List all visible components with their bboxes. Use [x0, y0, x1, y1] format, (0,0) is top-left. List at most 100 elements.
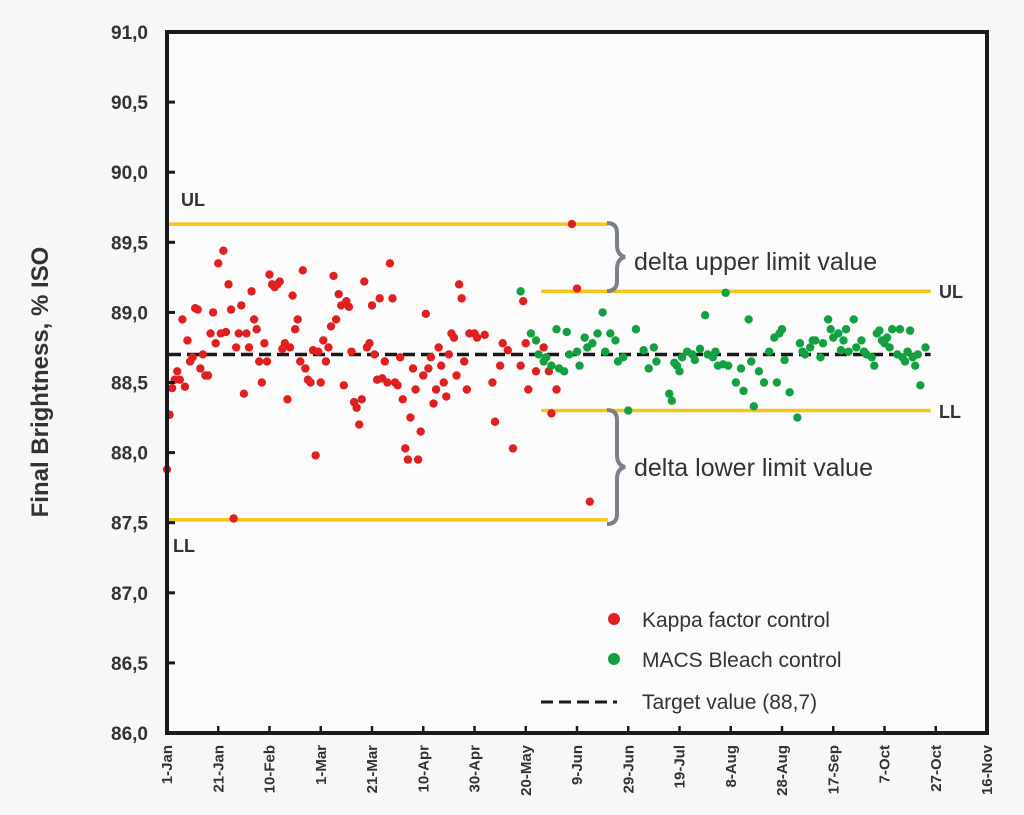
macs-point — [677, 353, 687, 362]
kappa-point — [403, 455, 413, 464]
kappa-point — [452, 371, 461, 380]
kappa-point — [357, 395, 366, 404]
macs-point — [700, 311, 710, 320]
macs-point — [723, 361, 733, 370]
kappa-point — [167, 383, 177, 393]
kappa-point — [354, 420, 364, 429]
macs-point — [531, 336, 541, 345]
macs-point — [665, 389, 674, 398]
macs-point — [565, 350, 574, 359]
macs-point — [736, 364, 746, 373]
kappa-point — [416, 427, 425, 436]
macs-point — [816, 353, 825, 362]
macs-point — [695, 344, 705, 354]
kappa-point — [252, 325, 261, 334]
y-tick-label: 88,5 — [111, 374, 148, 395]
macs-point — [818, 339, 828, 348]
macs-point — [593, 329, 602, 338]
kappa-point — [457, 294, 466, 303]
limit-lines — [169, 222, 931, 522]
macs-point — [667, 396, 677, 405]
kappa-point — [347, 347, 356, 356]
kappa-point — [301, 364, 310, 373]
kappa-point — [419, 371, 428, 380]
x-tick-label: 8-Aug — [723, 745, 740, 788]
macs-point — [639, 346, 648, 355]
kappa-point — [214, 259, 223, 268]
macs-point — [844, 347, 853, 356]
macs-point — [759, 378, 769, 387]
right-ll-label: LL — [939, 402, 961, 422]
kappa-point — [239, 389, 249, 398]
x-tick-label: 21-Jan — [210, 745, 227, 793]
macs-point — [885, 343, 894, 352]
plot-area — [167, 32, 987, 733]
kappa-point — [339, 381, 349, 390]
kappa-point — [480, 330, 489, 340]
kappa-point — [472, 333, 482, 342]
macs-point — [711, 347, 720, 356]
macs-point — [800, 350, 810, 359]
kappa-point — [324, 343, 333, 352]
kappa-point — [237, 301, 246, 310]
macs-point — [921, 343, 930, 352]
kappa-point — [406, 413, 415, 422]
kappa-point — [234, 329, 243, 338]
kappa-point — [431, 385, 441, 394]
kappa-point — [539, 343, 548, 352]
kappa-point — [454, 280, 464, 289]
kappa-point — [516, 361, 525, 370]
x-tick-label: 27-Oct — [928, 745, 945, 792]
data-points — [162, 219, 930, 523]
kappa-point — [413, 455, 423, 464]
legend-label-kappa: Kappa factor control — [642, 609, 830, 632]
kappa-point — [257, 378, 267, 387]
kappa-point — [313, 347, 323, 356]
macs-point — [588, 339, 597, 348]
macs-point — [754, 367, 764, 376]
macs-point — [534, 350, 543, 359]
macs-point — [606, 329, 615, 338]
macs-point — [675, 367, 684, 376]
kappa-point — [206, 329, 215, 338]
macs-point — [552, 325, 561, 334]
kappa-point — [288, 291, 297, 300]
kappa-point — [380, 357, 390, 366]
kappa-point — [360, 277, 369, 286]
macs-point — [618, 353, 628, 362]
kappa-point — [567, 219, 577, 229]
kappa-point — [203, 371, 213, 380]
kappa-point — [290, 325, 300, 334]
kappa-point — [503, 346, 513, 355]
y-axis-title: Final Brightness, % ISO — [27, 247, 54, 518]
kappa-point — [388, 294, 397, 303]
kappa-point — [224, 280, 233, 289]
kappa-point — [319, 336, 328, 345]
macs-point — [795, 339, 805, 348]
upper-delta-brace — [606, 221, 626, 293]
macs-point — [916, 381, 925, 390]
x-tick-label: 1-Mar — [313, 745, 330, 785]
kappa-point — [521, 339, 530, 348]
kappa-point — [221, 327, 231, 337]
kappa-point — [183, 336, 192, 345]
kappa-point — [242, 329, 251, 338]
macs-point — [841, 325, 851, 334]
x-tick-label: 10-Apr — [415, 745, 432, 793]
macs-point — [772, 378, 782, 387]
kappa-point — [385, 259, 395, 268]
x-axis-ticks: 1-Jan 21-Jan 10-Feb 1-Mar 21-Mar 10-Apr 30-Apr… — [159, 726, 996, 796]
y-tick-label: 89,0 — [111, 303, 148, 324]
kappa-point — [424, 364, 433, 373]
kappa-point — [524, 385, 533, 394]
macs-point — [649, 343, 659, 352]
kappa-point — [585, 497, 595, 506]
macs-point — [547, 361, 556, 370]
macs-point — [852, 343, 861, 352]
kappa-point — [260, 339, 269, 348]
x-tick-label: 29-Jun — [620, 745, 637, 793]
x-tick-label: 10-Feb — [262, 745, 279, 793]
y-tick-label: 90,0 — [111, 163, 148, 184]
x-tick-label: 7-Oct — [877, 745, 894, 783]
macs-point — [721, 288, 730, 297]
